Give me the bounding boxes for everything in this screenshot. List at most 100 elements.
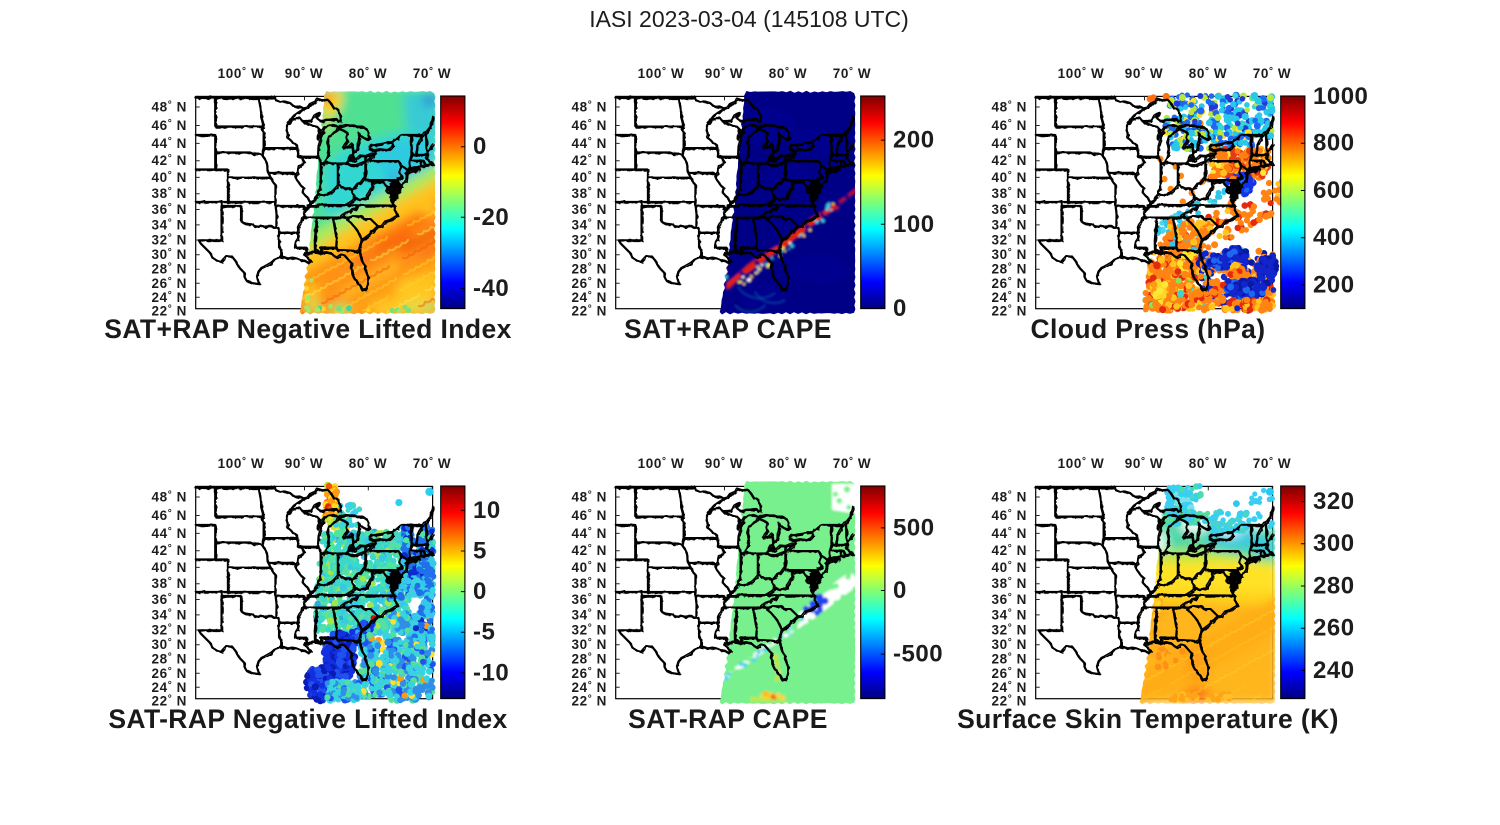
svg-text:36° N: 36° N	[991, 592, 1027, 607]
svg-text:600: 600	[1313, 177, 1355, 204]
svg-text:IASI 2023-03-04 (145108 UTC): IASI 2023-03-04 (145108 UTC)	[589, 6, 909, 32]
svg-text:280: 280	[1313, 573, 1355, 600]
svg-text:26° N: 26° N	[151, 666, 187, 681]
svg-text:800: 800	[1313, 130, 1355, 157]
svg-text:34° N: 34° N	[991, 607, 1027, 622]
svg-text:28° N: 28° N	[151, 262, 187, 277]
svg-text:100° W: 100° W	[218, 456, 265, 471]
svg-text:32° N: 32° N	[151, 623, 187, 638]
svg-text:38° N: 38° N	[571, 576, 607, 591]
svg-text:24° N: 24° N	[571, 290, 607, 305]
svg-text:46° N: 46° N	[151, 508, 187, 523]
svg-text:44° N: 44° N	[571, 136, 607, 151]
svg-text:38° N: 38° N	[571, 186, 607, 201]
svg-text:90° W: 90° W	[1125, 456, 1164, 471]
svg-text:26° N: 26° N	[991, 666, 1027, 681]
svg-text:30° N: 30° N	[571, 247, 607, 262]
svg-text:48° N: 48° N	[571, 490, 607, 505]
svg-text:-10: -10	[473, 659, 509, 686]
svg-text:42° N: 42° N	[571, 543, 607, 558]
svg-text:-5: -5	[473, 619, 495, 646]
svg-text:100° W: 100° W	[218, 66, 265, 81]
svg-text:48° N: 48° N	[571, 100, 607, 115]
svg-text:320: 320	[1313, 488, 1355, 515]
svg-text:70° W: 70° W	[833, 66, 872, 81]
svg-text:40° N: 40° N	[151, 170, 187, 185]
svg-text:30° N: 30° N	[151, 637, 187, 652]
svg-text:1000: 1000	[1313, 83, 1368, 110]
svg-text:40° N: 40° N	[991, 170, 1027, 185]
svg-text:70° W: 70° W	[833, 456, 872, 471]
svg-text:SAT-RAP CAPE: SAT-RAP CAPE	[628, 704, 828, 734]
svg-text:-500: -500	[893, 641, 943, 668]
svg-text:100° W: 100° W	[638, 66, 685, 81]
svg-text:22° N: 22° N	[991, 304, 1027, 319]
svg-text:70° W: 70° W	[413, 456, 452, 471]
svg-text:100: 100	[893, 211, 935, 238]
svg-text:44° N: 44° N	[151, 136, 187, 151]
svg-text:38° N: 38° N	[991, 186, 1027, 201]
svg-text:36° N: 36° N	[151, 202, 187, 217]
svg-text:90° W: 90° W	[285, 456, 324, 471]
svg-text:90° W: 90° W	[705, 456, 744, 471]
svg-text:SAT-RAP Negative Lifted Index: SAT-RAP Negative Lifted Index	[108, 704, 507, 734]
svg-text:32° N: 32° N	[151, 233, 187, 248]
svg-text:36° N: 36° N	[151, 592, 187, 607]
svg-text:48° N: 48° N	[151, 490, 187, 505]
svg-text:30° N: 30° N	[991, 247, 1027, 262]
svg-text:28° N: 28° N	[991, 262, 1027, 277]
svg-text:40° N: 40° N	[991, 560, 1027, 575]
svg-text:70° W: 70° W	[413, 66, 452, 81]
svg-text:36° N: 36° N	[571, 592, 607, 607]
svg-text:32° N: 32° N	[571, 233, 607, 248]
svg-text:48° N: 48° N	[991, 490, 1027, 505]
svg-text:28° N: 28° N	[571, 652, 607, 667]
svg-text:46° N: 46° N	[151, 118, 187, 133]
svg-text:48° N: 48° N	[151, 100, 187, 115]
svg-text:44° N: 44° N	[991, 136, 1027, 151]
svg-text:260: 260	[1313, 615, 1355, 642]
svg-text:46° N: 46° N	[571, 118, 607, 133]
svg-text:32° N: 32° N	[991, 233, 1027, 248]
svg-text:46° N: 46° N	[571, 508, 607, 523]
svg-text:80° W: 80° W	[769, 66, 808, 81]
svg-text:22° N: 22° N	[151, 304, 187, 319]
svg-text:22° N: 22° N	[571, 304, 607, 319]
svg-text:SAT+RAP CAPE: SAT+RAP CAPE	[624, 314, 832, 344]
svg-text:0: 0	[893, 577, 907, 604]
svg-text:30° N: 30° N	[571, 637, 607, 652]
svg-text:26° N: 26° N	[991, 276, 1027, 291]
svg-text:100° W: 100° W	[1058, 456, 1105, 471]
svg-text:28° N: 28° N	[151, 652, 187, 667]
svg-text:34° N: 34° N	[991, 217, 1027, 232]
svg-text:46° N: 46° N	[991, 118, 1027, 133]
svg-text:42° N: 42° N	[991, 153, 1027, 168]
svg-text:26° N: 26° N	[571, 666, 607, 681]
svg-text:32° N: 32° N	[991, 623, 1027, 638]
svg-text:Cloud Press (hPa): Cloud Press (hPa)	[1030, 314, 1265, 344]
svg-text:44° N: 44° N	[991, 526, 1027, 541]
svg-text:24° N: 24° N	[991, 290, 1027, 305]
svg-text:40° N: 40° N	[571, 170, 607, 185]
svg-text:26° N: 26° N	[151, 276, 187, 291]
svg-text:5: 5	[473, 538, 487, 565]
svg-text:34° N: 34° N	[151, 607, 187, 622]
svg-text:42° N: 42° N	[991, 543, 1027, 558]
svg-text:SAT+RAP Negative Lifted Index: SAT+RAP Negative Lifted Index	[104, 314, 511, 344]
svg-text:400: 400	[1313, 224, 1355, 251]
svg-text:100° W: 100° W	[638, 456, 685, 471]
svg-text:0: 0	[473, 578, 487, 605]
svg-text:500: 500	[893, 514, 935, 541]
svg-text:44° N: 44° N	[151, 526, 187, 541]
svg-text:0: 0	[893, 295, 907, 322]
svg-text:46° N: 46° N	[991, 508, 1027, 523]
svg-text:80° W: 80° W	[769, 456, 808, 471]
svg-text:-40: -40	[473, 275, 509, 302]
svg-text:70° W: 70° W	[1253, 66, 1292, 81]
svg-text:48° N: 48° N	[991, 100, 1027, 115]
svg-text:32° N: 32° N	[571, 623, 607, 638]
svg-text:40° N: 40° N	[571, 560, 607, 575]
svg-text:44° N: 44° N	[571, 526, 607, 541]
svg-text:90° W: 90° W	[285, 66, 324, 81]
svg-text:80° W: 80° W	[349, 66, 388, 81]
